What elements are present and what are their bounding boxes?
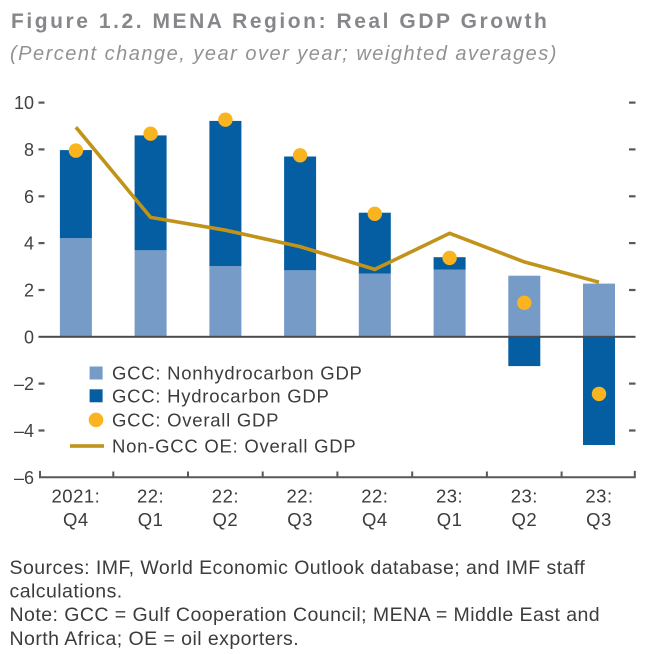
svg-text:Q2: Q2 <box>511 509 537 530</box>
svg-text:22:: 22: <box>137 486 164 507</box>
svg-text:23:: 23: <box>511 486 538 507</box>
svg-text:Q3: Q3 <box>287 509 313 530</box>
svg-text:22:: 22: <box>361 486 388 507</box>
svg-text:4: 4 <box>24 234 34 254</box>
svg-text:Sources: IMF, World Economic O: Sources: IMF, World Economic Outlook dat… <box>10 557 586 579</box>
svg-text:2021:: 2021: <box>52 486 101 507</box>
svg-text:22:: 22: <box>212 486 239 507</box>
svg-text:10: 10 <box>14 93 34 113</box>
svg-text:2: 2 <box>24 281 34 301</box>
svg-text:0: 0 <box>24 327 34 347</box>
svg-text:Q4: Q4 <box>63 509 89 530</box>
svg-text:Q2: Q2 <box>213 509 239 530</box>
svg-text:Q1: Q1 <box>437 509 463 530</box>
svg-text:22:: 22: <box>286 486 313 507</box>
svg-text:GCC: Hydrocarbon GDP: GCC: Hydrocarbon GDP <box>112 386 330 407</box>
svg-text:–2: –2 <box>14 374 34 394</box>
svg-text:calculations.: calculations. <box>10 581 123 603</box>
svg-text:GCC: Overall GDP: GCC: Overall GDP <box>112 410 279 431</box>
svg-text:23:: 23: <box>436 486 463 507</box>
svg-text:–6: –6 <box>14 468 34 488</box>
svg-text:6: 6 <box>24 187 34 207</box>
svg-text:GCC: Nonhydrocarbon GDP: GCC: Nonhydrocarbon GDP <box>112 363 363 384</box>
svg-text:–4: –4 <box>14 421 34 441</box>
svg-text:Note: GCC = Gulf Cooperation C: Note: GCC = Gulf Cooperation Council; ME… <box>10 604 601 626</box>
svg-text:8: 8 <box>24 140 34 160</box>
svg-text:Q1: Q1 <box>138 509 164 530</box>
svg-text:23:: 23: <box>585 486 612 507</box>
svg-text:North Africa; OE = oil exporte: North Africa; OE = oil exporters. <box>10 628 300 650</box>
svg-text:Figure 1.2. MENA Region: Real: Figure 1.2. MENA Region: Real GDP Growth <box>11 10 549 33</box>
svg-text:Non-GCC OE: Overall GDP: Non-GCC OE: Overall GDP <box>112 436 356 457</box>
svg-text:Q3: Q3 <box>586 509 612 530</box>
svg-text:Q4: Q4 <box>362 509 388 530</box>
svg-text:(Percent change, year over yea: (Percent change, year over year; weighte… <box>10 43 558 65</box>
